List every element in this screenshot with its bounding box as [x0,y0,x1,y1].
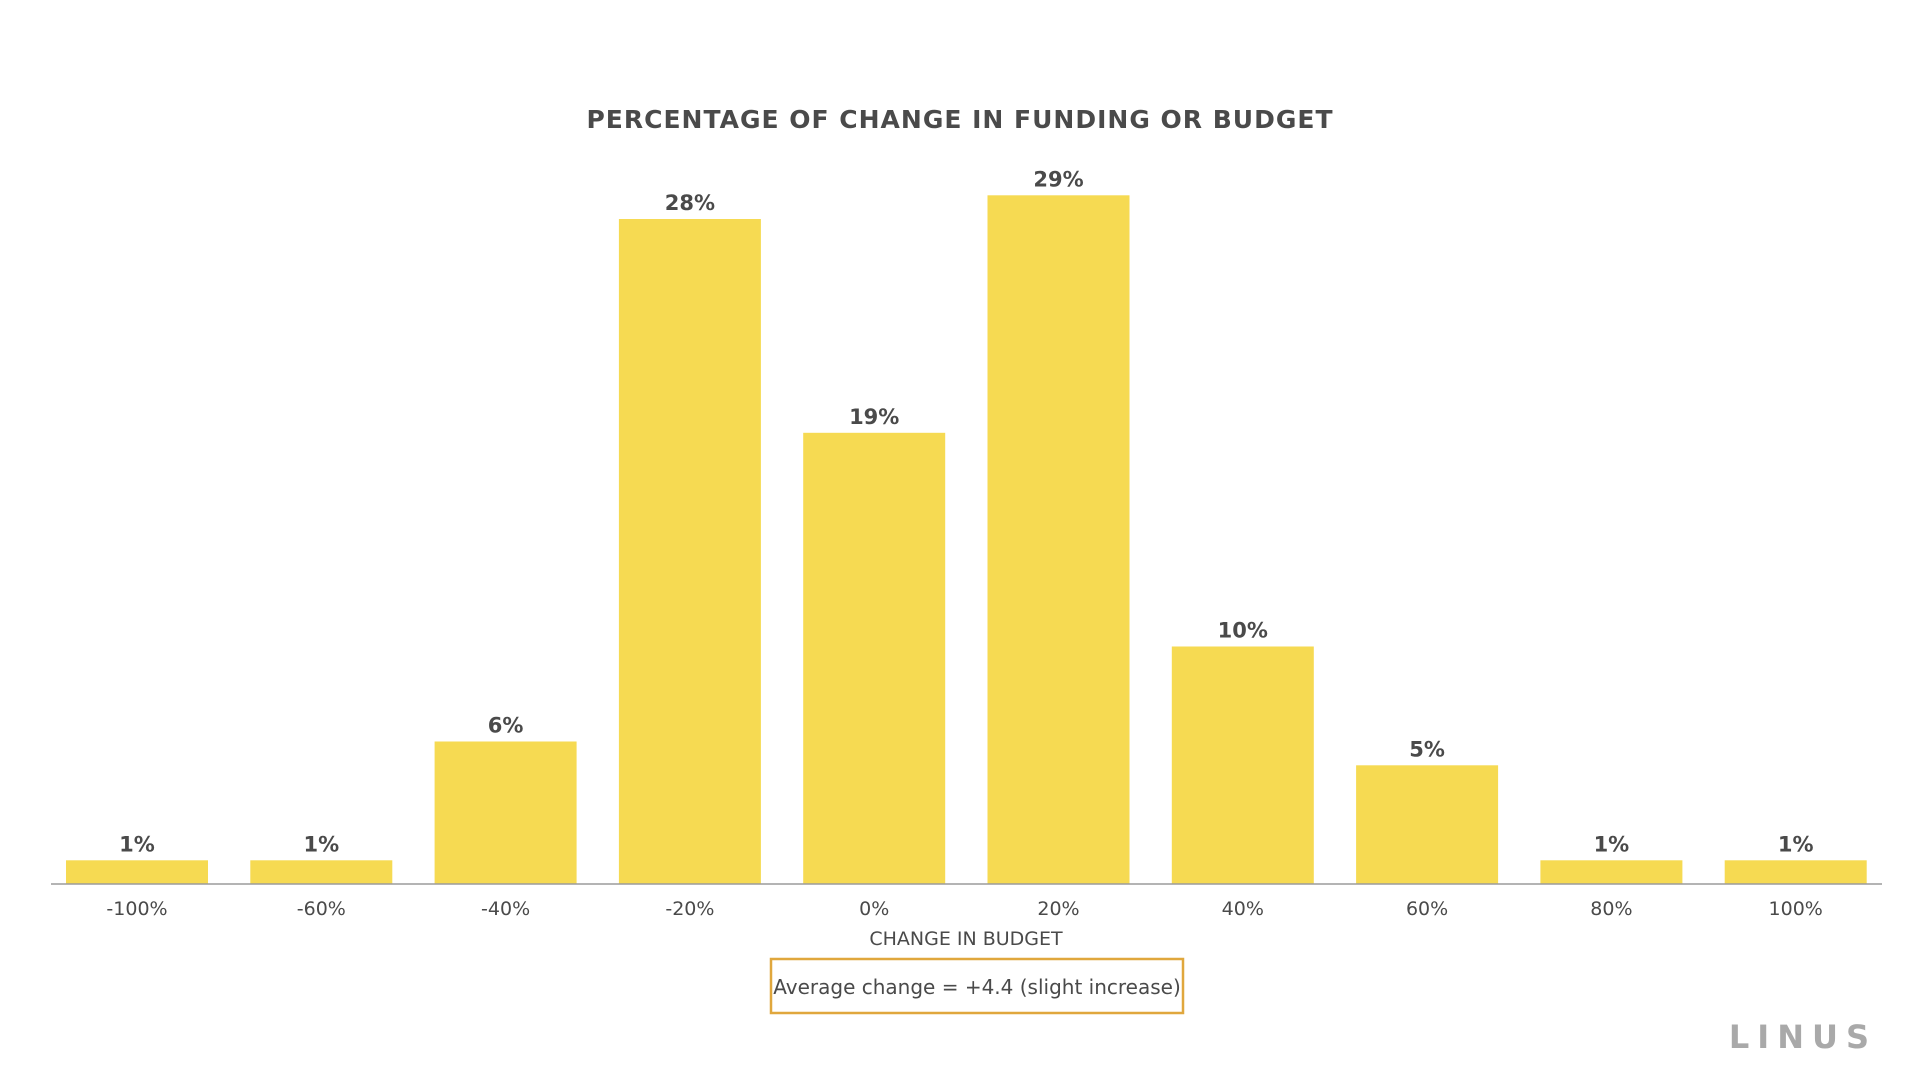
bar-value-label: 19% [849,405,899,429]
bars-layer [66,195,1867,885]
x-tick-label: 0% [859,898,889,920]
bar--20% [618,219,761,884]
bar-0% [803,432,946,885]
x-axis-title: CHANGE IN BUDGET [869,928,1063,950]
bar-value-label: 1% [119,832,155,856]
bar-value-label: 1% [303,832,339,856]
chart-title: PERCENTAGE OF CHANGE IN FUNDING OR BUDGE… [586,105,1333,134]
bar-value-label: 5% [1409,737,1445,761]
bar--100% [66,860,208,885]
x-tick-label: 20% [1037,898,1079,920]
average-change-note-box [769,957,1185,1015]
x-tick-labels: -100% -60% -40% -20% 0% 20% 40% 60% 80% 100% [106,898,1822,920]
x-tick-label: 40% [1222,898,1264,920]
bar-60% [1356,765,1499,885]
x-tick-label: -100% [106,898,167,920]
average-change-note: Average change = +4.4 (slight increase) [773,975,1181,999]
bar-value-label: 29% [1033,167,1083,191]
bar--60% [250,860,393,885]
bar-value-label: 1% [1778,832,1814,856]
x-tick-label: 100% [1769,898,1823,920]
bar-value-label: 6% [488,714,524,738]
value-labels-layer: 1% 1% 6% 28% 19% 29% 10% 5% 1% 1% [119,167,1813,856]
x-tick-label: -20% [665,898,714,920]
linus-logo: LINUS [1729,1018,1877,1056]
bar-value-label: 28% [665,191,715,215]
x-tick-label: 60% [1406,898,1448,920]
bar-80% [1540,860,1683,885]
bar-40% [1171,646,1314,884]
x-tick-label: -60% [297,898,346,920]
bar--40% [434,741,577,884]
bar-100% [1724,860,1867,885]
bar-20% [987,195,1130,885]
x-tick-label: -40% [481,898,530,920]
x-tick-label: 80% [1590,898,1632,920]
bar-value-label: 10% [1218,619,1268,643]
bar-value-label: 1% [1594,832,1630,856]
